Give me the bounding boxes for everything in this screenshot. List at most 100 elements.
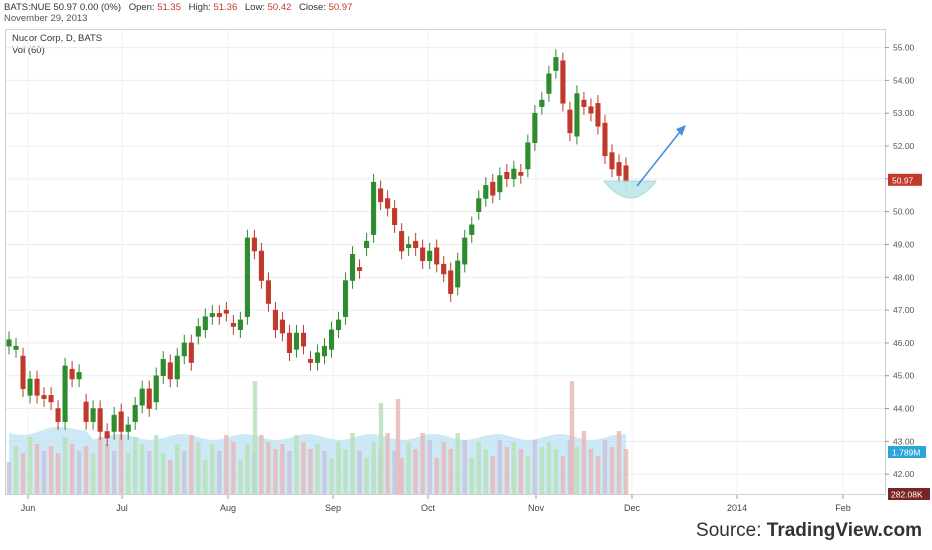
candle-body (490, 181, 496, 196)
candle-body (125, 424, 131, 432)
volume-bar (189, 435, 194, 494)
volume-bar (455, 433, 460, 494)
candle-body (69, 368, 75, 380)
volume-bar (308, 449, 313, 494)
volume-bar (273, 449, 278, 494)
volume-bar (476, 442, 481, 494)
axis-badges: 50.97 1.789M 282.08K (888, 173, 930, 500)
candle-body (272, 309, 278, 331)
volume-bar (357, 451, 362, 494)
candle-body (378, 188, 384, 203)
candle-body (230, 322, 236, 327)
candle-body (371, 181, 377, 235)
volume-bar (34, 444, 40, 494)
candle-body (623, 165, 629, 183)
candle-body (483, 185, 489, 199)
candle-body (511, 168, 517, 180)
candle-body (441, 263, 447, 275)
candle-body (265, 280, 271, 304)
x-tick-label: Aug (220, 503, 236, 513)
volume-bar-spike (569, 381, 575, 494)
candle-body (476, 198, 482, 212)
symbol-quote: BATS:NUE 50.97 0.00 (0%) (4, 2, 122, 13)
volume-bar (203, 460, 208, 494)
y-tick-label: 47.00 (893, 305, 915, 315)
x-tick-label: Dec (624, 503, 641, 513)
volume-bar (462, 440, 467, 494)
volume-bar (574, 447, 580, 494)
volume-bar (595, 456, 601, 494)
volume-bar (336, 442, 341, 494)
candle-body (153, 375, 159, 403)
candle-body (237, 319, 243, 331)
candle-body (434, 247, 440, 265)
x-tick-label: Jul (116, 503, 128, 513)
candle-body (581, 99, 587, 107)
candle-body (27, 378, 33, 396)
volume-bar (483, 449, 488, 494)
volume-bar (231, 442, 236, 494)
price-axis: 42.00 43.00 44.00 45.00 46.00 47.00 48.00 49.00… (885, 43, 915, 479)
x-tick-label: Feb (835, 503, 851, 513)
x-tick-label: Sep (325, 503, 341, 513)
candle-body (13, 345, 19, 350)
volume-bar (175, 444, 180, 494)
volume-bar (133, 437, 138, 494)
candle-body (62, 365, 68, 422)
candle-body (293, 332, 300, 350)
candle-body (188, 342, 194, 363)
candle-body (455, 260, 461, 288)
last-price-badge-label: 50.97 (892, 175, 914, 185)
candle-body (111, 414, 117, 432)
volume-bar (343, 449, 348, 494)
vol-ma-badge (888, 446, 926, 458)
y-tick-label: 46.00 (893, 338, 915, 348)
volume-bar (511, 442, 517, 494)
candle-body (342, 280, 349, 317)
volume-bar-spike (378, 403, 384, 494)
volume-bar (322, 451, 327, 494)
y-tick-label: 45.00 (893, 371, 915, 381)
volume-bar (448, 449, 453, 494)
volume-bar-spike (395, 399, 401, 494)
candle-body (609, 152, 615, 170)
candle-body (406, 244, 412, 248)
candlestick-chart[interactable]: 42.00 43.00 44.00 45.00 46.00 47.00 48.00 49.00… (0, 0, 932, 518)
volume-bar (385, 433, 390, 494)
low-label: Low: (244, 2, 265, 13)
arrow-head-icon (676, 125, 686, 136)
candle-body (560, 60, 566, 104)
chart-panel[interactable] (5, 29, 886, 495)
volume-bar (41, 451, 47, 494)
candle-body (335, 319, 342, 331)
volume-bar (62, 437, 68, 494)
volume-bar (76, 451, 82, 494)
candle-body (41, 395, 47, 399)
candle-body (258, 250, 264, 281)
volume-bar (118, 435, 124, 494)
y-tick-label: 55.00 (893, 43, 915, 53)
volume-bar (294, 435, 299, 494)
candle-body (595, 103, 601, 127)
candle-body (139, 388, 145, 406)
volume-bar (287, 451, 292, 494)
volume-bar (111, 451, 117, 494)
candle-body (469, 224, 475, 235)
volume-bar (48, 446, 54, 494)
volume-bar (525, 456, 531, 494)
candle-body (350, 254, 356, 281)
candle-body (118, 411, 124, 432)
candle-body (504, 172, 510, 180)
volume-bar (497, 440, 502, 494)
candle-body (427, 250, 433, 262)
y-tick-label: 44.00 (893, 404, 915, 414)
candle-body (357, 267, 363, 271)
volume-bar (147, 451, 152, 494)
y-tick-label: 42.00 (893, 469, 915, 479)
volume-bar (83, 446, 89, 494)
candle-body (34, 378, 40, 396)
candle-body (251, 237, 257, 252)
candle-body (328, 329, 335, 350)
volume-bar (13, 446, 19, 494)
candle-body (539, 99, 545, 107)
